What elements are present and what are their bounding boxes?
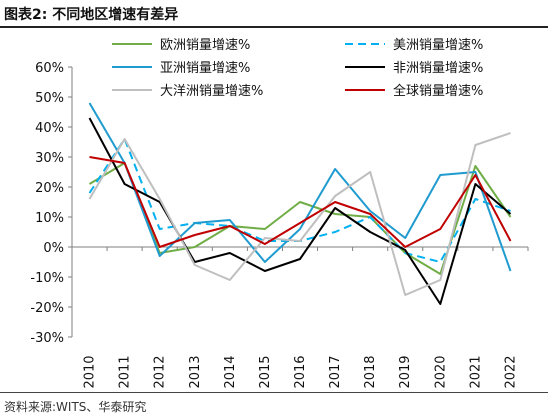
x-tick-label: 2012 — [153, 355, 168, 388]
x-tick-label: 2011 — [118, 355, 133, 388]
series-line-5 — [88, 132, 511, 296]
series-line-2 — [88, 138, 511, 263]
x-tick-label: 2018 — [363, 355, 378, 388]
y-tick-label: 10% — [35, 211, 64, 226]
x-tick-label: 2010 — [83, 355, 98, 388]
source-divider — [0, 392, 548, 393]
legend-label: 亚洲销量增速% — [160, 61, 250, 76]
y-tick-label: -10% — [30, 271, 64, 286]
x-tick-label: 2017 — [328, 355, 343, 388]
series-line-6 — [89, 156, 512, 248]
source-note: 资料来源:WITS、华泰研究 — [4, 400, 147, 414]
legend-label: 欧洲销量增速% — [160, 38, 250, 53]
y-tick-label: 0% — [43, 241, 64, 256]
x-tick-label: 2021 — [468, 355, 483, 388]
y-tick-label: -20% — [30, 301, 64, 316]
y-tick-label: 20% — [35, 181, 64, 196]
x-tick-label: 2019 — [398, 355, 413, 388]
legend-label: 大洋洲销量增速% — [160, 84, 263, 99]
series-line-1 — [88, 162, 512, 275]
series-line-3 — [88, 102, 512, 272]
y-tick-label: 40% — [35, 121, 64, 136]
chart-title: 图表2: 不同地区增速有差异 — [4, 7, 179, 23]
axes: 60% 50% 40% 30% 20% 10% 0% -10% -20% -30% 2010 2011… — [30, 61, 529, 389]
y-tick-label: 60% — [35, 61, 64, 76]
x-tick-label: 2013 — [188, 355, 203, 388]
legend-label: 全球销量增速% — [393, 83, 483, 99]
y-tick-label: -30% — [30, 331, 64, 346]
legend: 欧洲销量增速% 美洲销量增速% 亚洲销量增速% 非洲销量增速% 大洋洲销量增速% 全球销量… — [112, 38, 483, 99]
x-tick-label: 2016 — [293, 355, 308, 388]
y-tick-label: 30% — [35, 151, 64, 166]
x-tick-label: 2020 — [433, 355, 448, 388]
x-tick-label: 2022 — [503, 355, 518, 388]
series-line-4 — [88, 117, 512, 305]
y-tick-label: 50% — [35, 91, 64, 106]
title-divider — [0, 26, 548, 28]
x-tick-label: 2014 — [223, 355, 238, 388]
series-layer — [88, 102, 512, 305]
legend-label: 非洲销量增速% — [393, 61, 483, 76]
x-tick-label: 2015 — [258, 355, 273, 388]
legend-label: 美洲销量增速% — [393, 38, 483, 53]
